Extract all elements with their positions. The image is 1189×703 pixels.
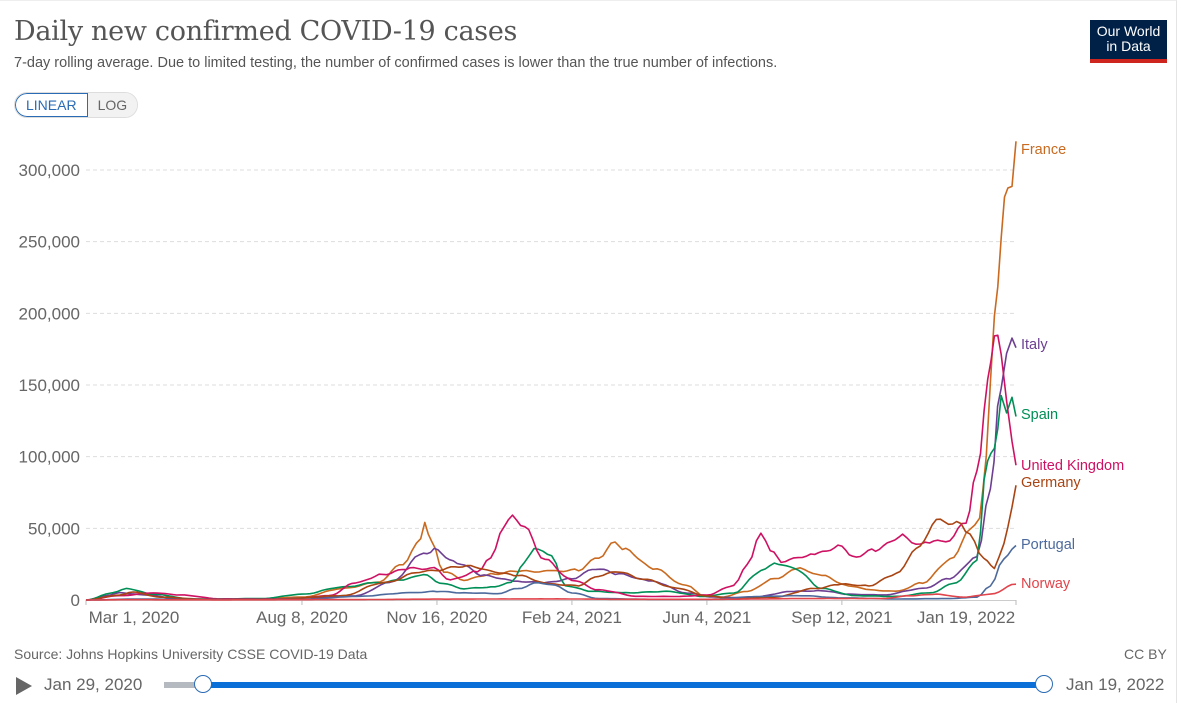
y-tick-label: 200,000 [19,304,80,323]
series-line-germany[interactable] [85,485,1017,601]
series-label-italy[interactable]: Italy [1021,337,1048,353]
y-tick-label: 100,000 [19,448,80,467]
y-tick-label: 0 [71,591,80,610]
series-label-norway[interactable]: Norway [1021,576,1071,592]
series-label-germany[interactable]: Germany [1021,475,1081,491]
x-tick-label: Jun 4, 2021 [662,608,751,627]
x-tick-label: Sep 12, 2021 [791,608,892,627]
logo-line-2: in Data [1106,38,1151,54]
timeline-track[interactable] [164,682,204,688]
linear-scale-button[interactable]: LINEAR [15,93,88,117]
source-note: Source: Johns Hopkins University CSSE CO… [14,646,368,662]
log-scale-button[interactable]: LOG [87,93,138,117]
x-tick-label: Nov 16, 2020 [386,608,487,627]
series-label-france[interactable]: France [1021,142,1066,158]
series-line-france[interactable] [85,141,1017,601]
series-line-united-kingdom[interactable] [85,334,1017,601]
x-axis: Mar 1, 2020 Aug 8, 2020 Nov 16, 2020 Feb 24… [85,600,1017,627]
x-tick-label: Aug 8, 2020 [256,608,348,627]
timeline-end-date: Jan 19, 2022 [1066,675,1165,694]
owid-logo[interactable]: Our World in Data [1090,20,1167,63]
x-tick-label: Jan 19, 2022 [917,608,1015,627]
timeline-start-date: Jan 29, 2020 [44,675,143,694]
y-axis: 0 50,000 100,000 150,000 200,000 250,000 300,0… [19,161,80,610]
chart-subtitle: 7-day rolling average. Due to limited te… [14,55,778,71]
timeline-selected-range[interactable] [203,682,1044,688]
timeline-start-handle[interactable] [194,675,212,693]
y-tick-label: 250,000 [19,233,80,252]
license-link[interactable]: CC BY [1124,646,1167,662]
x-tick-label: Mar 1, 2020 [89,608,180,627]
scale-toggle: LINEAR LOG [14,92,139,118]
chart-title: Daily new confirmed COVID-19 cases [14,16,518,47]
series-line-norway[interactable] [86,583,1017,601]
series-label-united-kingdom[interactable]: United Kingdom [1021,458,1124,474]
y-tick-label: 300,000 [19,161,80,180]
series-lines [85,141,1017,601]
play-icon[interactable] [16,677,32,695]
y-tick-label: 150,000 [19,376,80,395]
series-line-portugal[interactable] [86,544,1017,601]
line-chart: 0 50,000 100,000 150,000 200,000 250,000 300,0… [19,141,1124,627]
y-tick-label: 50,000 [28,519,80,538]
logo-line-1: Our World [1096,23,1161,39]
series-line-spain[interactable] [85,394,1017,601]
series-label-portugal[interactable]: Portugal [1021,537,1075,553]
x-tick-label: Feb 24, 2021 [522,608,622,627]
timeline-end-handle[interactable] [1035,675,1053,693]
gridlines [86,169,1016,529]
series-label-spain[interactable]: Spain [1021,407,1058,423]
